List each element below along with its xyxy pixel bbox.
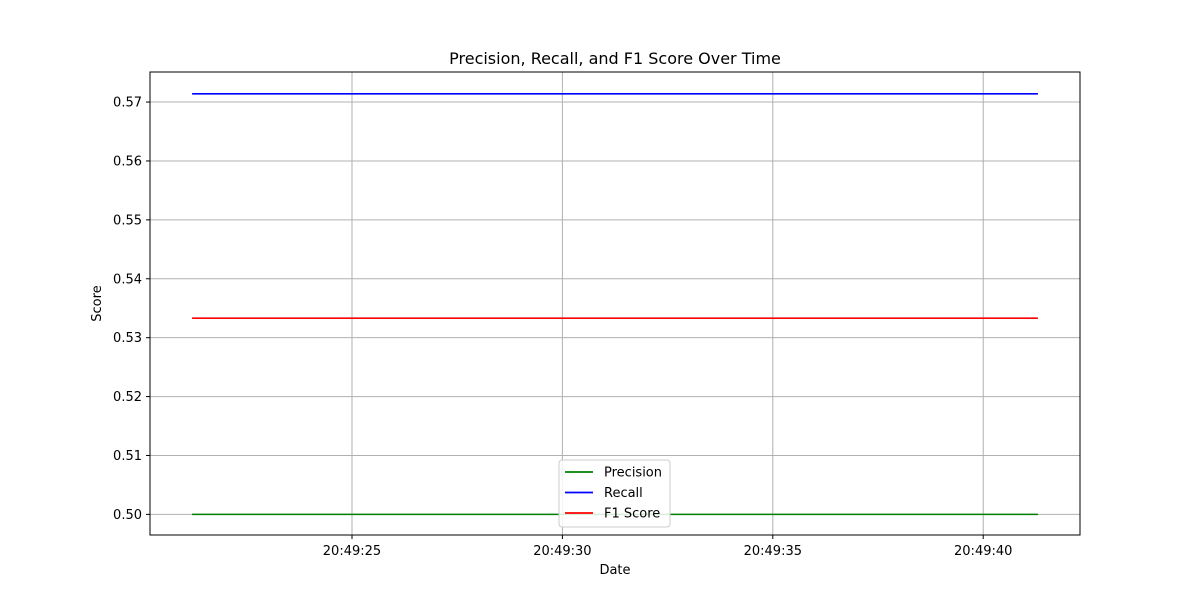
plot-frame [149,71,1081,536]
y-tick-label: 0.50 [113,508,142,523]
legend-label-precision: Precision [604,466,662,481]
legend-entries: Precision Recall F1 Score [565,466,662,522]
y-tick-label: 0.56 [113,154,142,169]
grid [150,72,1080,535]
x-tick-label: 20:49:35 [744,544,802,559]
legend-box [558,459,671,528]
x-tick-label: 20:49:30 [533,544,591,559]
y-tick-label: 0.57 [113,96,142,111]
ticks: 0.50 0.51 0.52 0.53 0.54 0.55 0.56 0.57 20:49:25… [113,96,1012,559]
x-tick-label: 20:49:40 [954,544,1012,559]
chart-title: Precision, Recall, and F1 Score Over Tim… [449,49,781,68]
legend-label-recall: Recall [604,486,643,501]
y-tick-label: 0.53 [113,331,142,346]
x-axis-label: Date [599,563,630,578]
y-tick-label: 0.52 [113,390,142,405]
legend: Precision Recall F1 Score [558,459,671,528]
x-tick-label: 20:49:25 [323,544,381,559]
y-tick-label: 0.51 [113,449,142,464]
y-tick-label: 0.55 [113,213,142,228]
y-tick-label: 0.54 [113,272,142,287]
legend-label-f1-score: F1 Score [604,507,660,522]
y-axis-label: Score [90,285,105,321]
